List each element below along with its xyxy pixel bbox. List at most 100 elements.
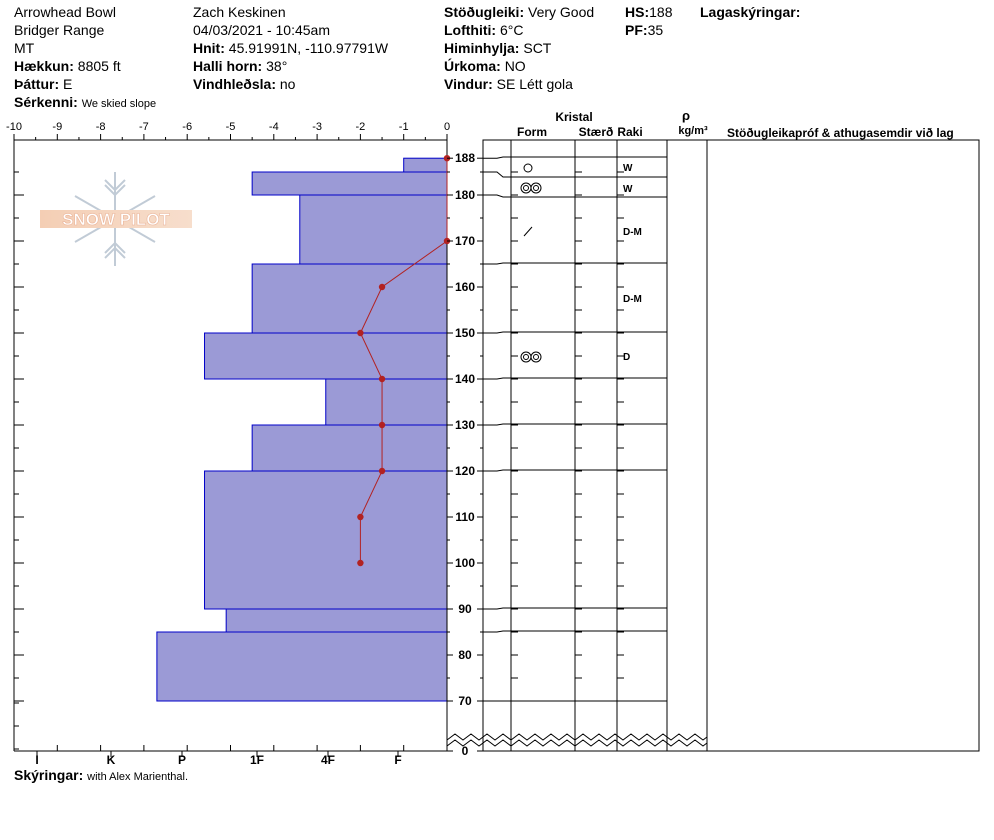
special-label: Sérkenni: xyxy=(14,94,78,110)
height-tick-label: 170 xyxy=(455,234,475,248)
hardness-bar xyxy=(156,631,448,702)
precip-value: NO xyxy=(504,58,526,74)
coords-value: 45.91991N, -110.97791W xyxy=(228,40,389,56)
height-axis: 0 70 80 90 100 110 120 130 140 150 160 170 180 188 xyxy=(447,151,624,758)
temp-tick-label: -8 xyxy=(96,121,106,133)
hardness-bar xyxy=(251,171,448,196)
temp-point xyxy=(357,329,364,337)
melt-cluster-inner-icon xyxy=(523,185,529,191)
slope-row: Halli horn: 38° xyxy=(193,57,287,75)
moisture-value: D-M xyxy=(623,227,642,238)
hardness-temp-panel: -10 -9 -8 -7 -6 -5 -4 -3 -2 -1 0 I K P 1F 4F F xyxy=(6,121,451,767)
hardness-label: 4F xyxy=(321,753,335,767)
hardness-bar xyxy=(403,157,448,173)
height-tick-label: 188 xyxy=(455,151,475,165)
height-tick-label: 90 xyxy=(458,602,472,616)
layer-connector xyxy=(483,262,511,265)
sky-value: SCT xyxy=(523,40,552,56)
hardness-bar xyxy=(251,424,448,472)
comments-row: Skýringar: with Alex Marienthal. xyxy=(14,766,188,786)
height-tick-label: 100 xyxy=(455,556,475,570)
range: Bridger Range xyxy=(14,22,105,38)
temp-tick-label: -2 xyxy=(356,121,366,133)
height-tick-label: 0 xyxy=(462,744,469,758)
slope-value: 38° xyxy=(266,58,288,74)
elevation-label: Hækkun: xyxy=(14,58,74,74)
precip-label: Úrkoma: xyxy=(444,58,501,74)
precip-row: Úrkoma: NO xyxy=(444,57,526,75)
melt-cluster-inner-icon xyxy=(523,354,529,360)
elevation-value: 8805 ft xyxy=(77,58,121,74)
hardness-label: I xyxy=(35,753,38,767)
temperature-profile xyxy=(357,155,451,567)
temp-point xyxy=(357,559,364,567)
hardness-bars xyxy=(156,157,448,702)
melt-form-circle-icon xyxy=(523,163,533,173)
sky-row: Himinhylja: SCT xyxy=(444,39,551,57)
stability-label: Stöðugleiki: xyxy=(444,4,525,20)
hs-row: HS:188 xyxy=(625,3,672,21)
break-line-bottom xyxy=(446,739,708,747)
hardness-bar xyxy=(225,608,448,633)
location: Arrowhead Bowl xyxy=(14,4,116,20)
special-row: Sérkenni: We skied slope xyxy=(14,93,156,113)
hardness-bar xyxy=(325,378,448,426)
temp-tick-label: -6 xyxy=(182,121,192,133)
layer-connector xyxy=(483,469,511,472)
pf-value: 35 xyxy=(647,22,664,38)
pf-row: PF:35 xyxy=(625,21,663,39)
wind-label: Vindur: xyxy=(444,76,493,92)
temp-point xyxy=(378,421,386,429)
temp-tick-label: -4 xyxy=(269,121,279,133)
melt-cluster-outer-icon xyxy=(530,351,542,363)
pf-label: PF: xyxy=(625,22,648,38)
aspect-label: Þáttur: xyxy=(14,76,60,92)
melt-cluster-outer-icon xyxy=(530,182,542,194)
moisture-header: Raki xyxy=(617,125,642,139)
wind-loading-label: Vindhleðsla: xyxy=(193,76,276,92)
hardness-label: P xyxy=(178,753,186,767)
slope-label: Halli horn: xyxy=(193,58,263,74)
coords-label: Hnit: xyxy=(193,40,225,56)
height-tick-label: 130 xyxy=(455,418,475,432)
hardness-bar xyxy=(204,332,448,380)
temp-tick-label: -3 xyxy=(312,121,322,133)
air-temp-row: Lofthiti: 6°C xyxy=(444,21,523,39)
stability-value: Very Good xyxy=(528,4,595,20)
layers-comments-row: Lagaskýringar: xyxy=(700,3,800,21)
melt-cluster-outer-icon xyxy=(520,182,532,194)
layer-connector xyxy=(483,194,511,198)
layer-connector xyxy=(483,607,511,610)
logo-text: SNOW PILOT xyxy=(62,210,170,229)
moisture-value: W xyxy=(623,163,633,174)
temp-point xyxy=(378,283,386,291)
hardness-label: F xyxy=(394,753,401,767)
crystal-header: Kristal xyxy=(555,110,592,124)
comments-value: with Alex Marienthal. xyxy=(87,771,189,783)
height-tick-label: 80 xyxy=(458,648,472,662)
melt-cluster-inner-icon xyxy=(533,354,539,360)
air-temp-label: Lofthiti: xyxy=(444,22,497,38)
height-tick-label: 110 xyxy=(455,510,475,524)
temp-tick-label: -9 xyxy=(52,121,62,133)
hardness-bar xyxy=(204,470,448,610)
temp-tick-label: -5 xyxy=(226,121,236,133)
temp-tick-label: -10 xyxy=(6,121,22,133)
state: MT xyxy=(14,40,35,56)
temp-tick-label: -1 xyxy=(399,121,409,133)
wind-loading-value: no xyxy=(279,76,296,92)
decomposing-slash-icon xyxy=(523,226,533,237)
layer-connector xyxy=(483,156,511,159)
moisture-value: W xyxy=(623,184,633,195)
melt-cluster-inner-icon xyxy=(533,185,539,191)
comments-label: Skýringar: xyxy=(14,767,84,783)
height-tick-label: 120 xyxy=(455,464,475,478)
air-temp-value: 6°C xyxy=(499,22,524,38)
temp-tick-label: 0 xyxy=(444,121,450,133)
hs-value: 188 xyxy=(649,4,673,20)
size-header: Stærð xyxy=(579,125,614,139)
special-value: We skied slope xyxy=(81,98,157,110)
hardness-axis: I K P 1F 4F F xyxy=(35,751,402,767)
layer-table: WW D-M D-M D xyxy=(446,139,980,752)
